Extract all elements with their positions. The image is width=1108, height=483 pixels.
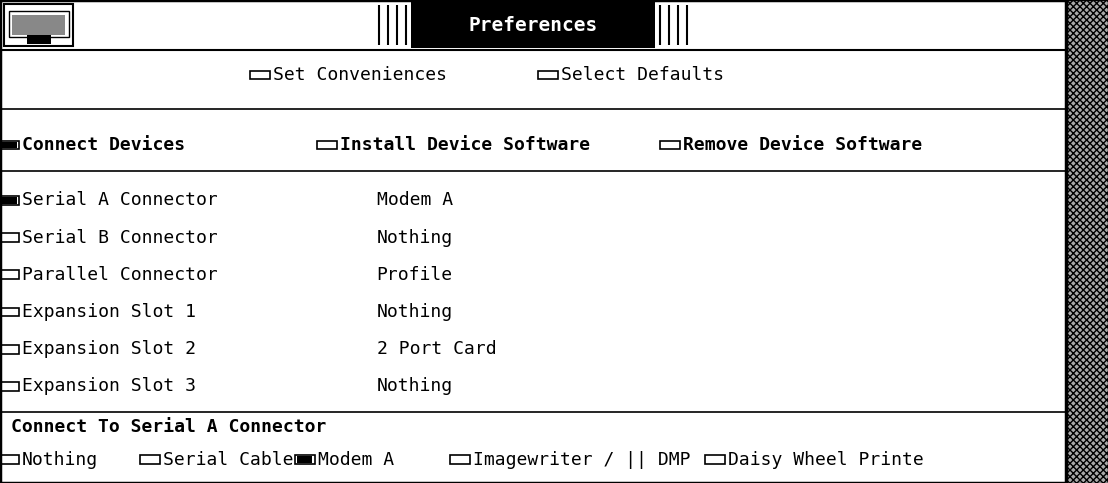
Bar [450,455,470,464]
Bar [1,142,17,148]
Bar [27,35,51,44]
Text: Expansion Slot 3: Expansion Slot 3 [22,377,196,396]
Text: Modem A: Modem A [377,191,453,210]
Text: Preferences: Preferences [469,15,597,35]
Bar [9,11,69,37]
Text: Set Conveniences: Set Conveniences [274,66,448,84]
Text: Daisy Wheel Printe: Daisy Wheel Printe [728,451,923,469]
Bar [0,233,19,242]
Text: Serial B Connector: Serial B Connector [22,228,217,247]
Text: Nothing: Nothing [22,451,98,469]
Text: Profile: Profile [377,266,453,284]
Text: 2 Port Card: 2 Port Card [377,340,496,358]
Bar [297,456,312,463]
Bar [317,141,337,149]
Bar [0,141,19,149]
Bar [0,345,19,354]
Text: Modem A: Modem A [318,451,393,469]
Bar [0,270,19,279]
Bar [0,455,19,464]
Bar [1066,0,1108,483]
Bar [0,196,19,205]
Text: Serial A Connector: Serial A Connector [22,191,217,210]
Text: Imagewriter / || DMP: Imagewriter / || DMP [473,451,690,469]
Bar [140,455,160,464]
Text: Serial Cable: Serial Cable [163,451,293,469]
Text: Nothing: Nothing [377,228,453,247]
Text: Parallel Connector: Parallel Connector [22,266,217,284]
Text: Remove Device Software: Remove Device Software [684,136,923,154]
Bar [411,2,655,48]
Bar [660,141,680,149]
Bar [12,14,65,35]
Text: Select Defaults: Select Defaults [562,66,725,84]
Bar [0,0,1066,50]
Text: Install Device Software: Install Device Software [340,136,589,154]
Text: Connect To Serial A Connector: Connect To Serial A Connector [11,418,327,437]
Bar [1,197,17,204]
Bar [0,308,19,316]
Bar [4,4,73,46]
Text: Expansion Slot 2: Expansion Slot 2 [22,340,196,358]
Text: Nothing: Nothing [377,377,453,396]
Text: Connect Devices: Connect Devices [22,136,185,154]
Text: Expansion Slot 1: Expansion Slot 1 [22,303,196,321]
Bar [538,71,558,79]
Bar [295,455,315,464]
Bar [0,382,19,391]
Bar [705,455,725,464]
Bar [250,71,270,79]
Bar [1066,0,1108,483]
Text: Nothing: Nothing [377,303,453,321]
